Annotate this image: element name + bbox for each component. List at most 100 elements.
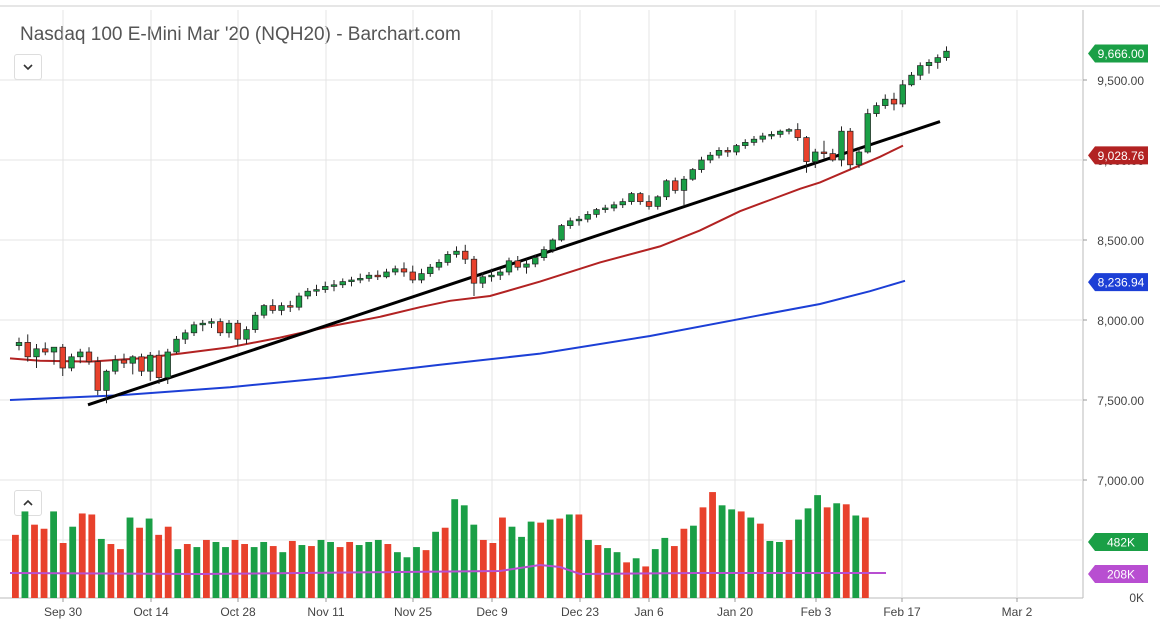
x-tick-label: Jan 20 xyxy=(717,605,753,619)
candle-body xyxy=(637,193,644,202)
y-tick-label: 7,500.00 xyxy=(1097,394,1144,408)
candle xyxy=(330,280,338,292)
candle-body xyxy=(549,239,556,250)
volume-average-label: 208K xyxy=(1088,565,1148,583)
candle-body xyxy=(882,98,889,106)
candle-body xyxy=(558,225,565,241)
candle xyxy=(15,337,23,351)
volume-bar xyxy=(136,527,143,598)
candle-body xyxy=(287,305,294,308)
volume-bar xyxy=(537,522,545,598)
candle xyxy=(628,192,635,205)
candle xyxy=(418,268,425,284)
volume-bar xyxy=(804,508,812,598)
candle-body xyxy=(733,145,740,153)
ma-short-label-bg xyxy=(1088,146,1148,165)
candle xyxy=(742,139,749,149)
candle-body xyxy=(435,262,443,268)
volume-bar xyxy=(288,540,296,598)
candle xyxy=(260,304,268,319)
volume-average-line xyxy=(9,563,886,576)
candle xyxy=(435,259,443,271)
candle-body xyxy=(462,250,469,260)
candle xyxy=(357,273,364,284)
candle xyxy=(575,216,583,226)
volume-bar xyxy=(12,534,19,598)
candle-body xyxy=(715,150,723,156)
candle xyxy=(208,318,215,328)
candle-body xyxy=(295,295,303,308)
candle-body xyxy=(15,342,23,346)
candle xyxy=(234,320,241,346)
candle-body xyxy=(855,151,863,166)
volume-bar xyxy=(728,509,736,598)
candle-body xyxy=(742,142,749,146)
volume-bar xyxy=(508,526,516,598)
volume-bar xyxy=(327,541,334,598)
candle xyxy=(77,348,84,364)
volume-bar xyxy=(718,505,726,598)
volume-bar xyxy=(823,507,831,598)
candle xyxy=(33,344,40,368)
volume-bar xyxy=(556,518,564,598)
candle-body xyxy=(663,180,670,198)
candle xyxy=(663,179,670,200)
last-price-label-bg xyxy=(1088,44,1148,63)
candle xyxy=(794,123,801,141)
candle xyxy=(549,238,556,253)
volume-bar xyxy=(661,537,669,598)
candle-body xyxy=(112,359,119,372)
candle-body xyxy=(488,274,495,278)
candle xyxy=(523,259,530,274)
candle-body xyxy=(444,254,451,263)
candle xyxy=(50,346,58,365)
candle-body xyxy=(768,134,775,137)
ma-long-line xyxy=(9,279,906,401)
candle xyxy=(812,148,819,168)
candle-body xyxy=(785,129,793,132)
candle-body xyxy=(777,130,784,135)
candle xyxy=(759,132,766,143)
candle-body xyxy=(304,290,311,297)
volume-bar xyxy=(766,540,774,598)
candle-body xyxy=(838,130,845,161)
volume-bar xyxy=(642,566,650,598)
candle-body xyxy=(672,180,679,191)
candle xyxy=(943,46,950,61)
volume-bar xyxy=(565,514,573,598)
candle xyxy=(899,80,906,108)
candle-body xyxy=(103,370,110,391)
candle-body xyxy=(873,105,880,114)
ma-long-label: 8,236.94 xyxy=(1088,273,1148,292)
candle-body xyxy=(523,263,530,268)
candle xyxy=(645,195,653,210)
candle-body xyxy=(917,65,924,76)
candle-body xyxy=(567,220,574,226)
candle xyxy=(190,321,198,336)
volume-bar xyxy=(97,538,105,598)
candle-body xyxy=(348,279,355,282)
volume-bar xyxy=(50,511,57,598)
candle xyxy=(733,144,740,156)
volume-bar xyxy=(585,539,592,598)
volume-bar xyxy=(126,517,134,598)
candle xyxy=(715,147,723,159)
candle-body xyxy=(138,356,145,372)
candle-body xyxy=(890,98,898,105)
volume-bar xyxy=(594,545,602,598)
volume-bar xyxy=(795,519,802,598)
x-tick-label: Sep 30 xyxy=(44,605,82,619)
candle-body xyxy=(50,346,58,353)
volume-bar xyxy=(527,521,535,598)
volume-average-label-bg xyxy=(1088,565,1148,583)
trendline xyxy=(87,120,941,407)
volume-bar xyxy=(747,517,755,598)
candle-body xyxy=(899,84,906,105)
candle xyxy=(147,352,154,381)
candle-body xyxy=(392,268,399,273)
x-tick-label: Dec 9 xyxy=(476,605,508,619)
candle xyxy=(584,211,591,223)
y-tick-label: 9,500.00 xyxy=(1097,74,1144,88)
candle xyxy=(540,246,548,261)
